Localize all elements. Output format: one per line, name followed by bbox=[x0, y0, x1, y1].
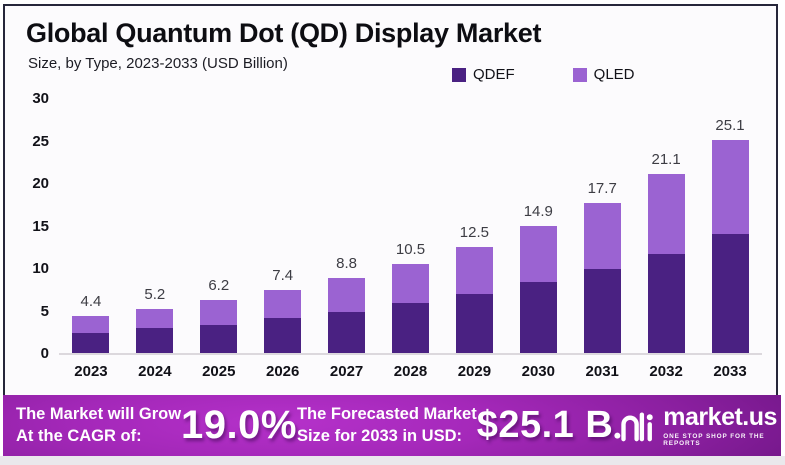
legend-item-qdef: QDEF bbox=[452, 66, 515, 83]
bottom-strip bbox=[0, 456, 785, 465]
legend-item-qled: QLED bbox=[572, 66, 635, 83]
qdef-swatch-icon bbox=[452, 67, 466, 82]
x-axis-label-2024: 2024 bbox=[138, 363, 172, 380]
chart-legend: QDEF QLED bbox=[452, 66, 635, 83]
y-tick-15: 15 bbox=[32, 217, 49, 235]
bar-segment-qled-2032 bbox=[647, 173, 685, 254]
bars-area: 4.4 2023 5.2 2024 6.2 2025 7.4 2026 8.8 2027 10.5 2… bbox=[59, 98, 762, 380]
x-axis-label-2027: 2027 bbox=[329, 363, 364, 380]
bar-total-label-2026: 7.4 bbox=[272, 267, 294, 285]
bar-segment-qled-2031 bbox=[583, 202, 621, 269]
bar-segment-qled-2029 bbox=[455, 246, 493, 294]
cagr-label: The Market will Grow At the CAGR of: bbox=[16, 404, 181, 446]
bar-total-label-2030: 14.9 bbox=[523, 203, 553, 221]
forecast-value: $25.1 B bbox=[476, 404, 614, 446]
bar-column-2027: 8.8 2027 bbox=[315, 98, 379, 380]
bar-segment-qdef-2031 bbox=[583, 268, 621, 353]
chart-panel: Global Quantum Dot (QD) Display Market S… bbox=[3, 4, 778, 395]
y-tick-10: 10 bbox=[32, 260, 49, 277]
forecast-label-line2: Size for 2033 in USD: bbox=[296, 426, 463, 445]
bar-column-2032: 21.1 2032 bbox=[634, 98, 698, 380]
cagr-value: 19.0% bbox=[181, 403, 297, 447]
footer-banner: The Market will Grow At the CAGR of: 19.… bbox=[3, 395, 781, 456]
forecast-label-line1: The Forecasted Market bbox=[296, 405, 477, 424]
bar-total-label-2033: 25.1 bbox=[715, 116, 745, 134]
bar-segment-qled-2030 bbox=[519, 226, 557, 283]
legend-label-qdef: QDEF bbox=[473, 66, 515, 83]
x-axis-label-2028: 2028 bbox=[393, 363, 428, 380]
bar-segment-qdef-2024 bbox=[136, 328, 174, 353]
market-us-logo-icon bbox=[614, 411, 654, 441]
y-tick-30: 30 bbox=[32, 90, 49, 107]
bar-segment-qdef-2032 bbox=[647, 253, 685, 353]
x-axis-label-2029: 2029 bbox=[457, 363, 492, 380]
bar-column-2030: 14.9 2030 bbox=[506, 98, 570, 380]
bar-segment-qdef-2025 bbox=[200, 324, 238, 353]
bar-column-2024: 5.2 2024 bbox=[123, 98, 187, 380]
bar-segment-qled-2027 bbox=[328, 278, 366, 313]
x-axis-label-2031: 2031 bbox=[585, 363, 619, 380]
cagr-label-line1: The Market will Grow bbox=[16, 405, 182, 424]
bar-segment-qdef-2033 bbox=[711, 234, 749, 353]
bar-total-label-2027: 8.8 bbox=[336, 255, 357, 273]
bar-segment-qled-2024 bbox=[136, 308, 174, 329]
legend-label-qled: QLED bbox=[593, 66, 635, 83]
bar-segment-qled-2026 bbox=[264, 290, 302, 319]
market-us-logo: market.us ONE STOP SHOP FOR THE REPORTS bbox=[613, 402, 777, 447]
bar-total-label-2029: 12.5 bbox=[459, 223, 489, 241]
logo-tagline: ONE STOP SHOP FOR THE REPORTS bbox=[663, 432, 765, 447]
bar-column-2026: 7.4 2026 bbox=[251, 98, 315, 380]
bar-column-2028: 10.5 2028 bbox=[379, 98, 443, 380]
bar-segment-qdef-2028 bbox=[391, 302, 429, 353]
bar-segment-qdef-2026 bbox=[264, 318, 302, 353]
plot-area: 30 25 20 15 10 5 0 4.4 2023 5.2 2024 6.2 2025 7.4 202… bbox=[23, 90, 762, 380]
bar-total-label-2024: 5.2 bbox=[144, 285, 166, 303]
bar-column-2033: 25.1 2033 bbox=[698, 98, 762, 380]
bar-total-label-2032: 21.1 bbox=[651, 150, 681, 168]
x-axis-label-2026: 2026 bbox=[265, 363, 300, 380]
bar-column-2025: 6.2 2025 bbox=[187, 98, 251, 380]
bar-segment-qdef-2030 bbox=[519, 282, 557, 353]
bar-segment-qdef-2023 bbox=[72, 332, 110, 353]
bar-total-label-2023: 4.4 bbox=[80, 292, 102, 310]
bar-column-2031: 17.7 2031 bbox=[570, 98, 634, 380]
qled-swatch-icon bbox=[572, 67, 587, 82]
page-title: Global Quantum Dot (QD) Display Market bbox=[26, 18, 542, 48]
bar-segment-qled-2023 bbox=[72, 315, 110, 333]
bar-segment-qdef-2027 bbox=[328, 312, 366, 353]
bar-total-label-2028: 10.5 bbox=[395, 240, 426, 258]
cagr-label-line2: At the CAGR of: bbox=[16, 426, 142, 445]
bar-segment-qdef-2029 bbox=[455, 293, 493, 353]
y-tick-0: 0 bbox=[40, 345, 49, 362]
bar-column-2029: 12.5 2029 bbox=[442, 98, 506, 380]
x-axis-label-2032: 2032 bbox=[649, 363, 683, 380]
bar-column-2023: 4.4 2023 bbox=[59, 98, 123, 380]
y-axis: 30 25 20 15 10 5 0 bbox=[23, 90, 59, 362]
y-tick-20: 20 bbox=[32, 175, 49, 192]
x-axis-label-2030: 2030 bbox=[521, 363, 555, 380]
x-axis-label-2033: 2033 bbox=[713, 363, 747, 380]
logo-text: market.us bbox=[663, 402, 777, 431]
bar-total-label-2025: 6.2 bbox=[208, 277, 230, 295]
y-tick-25: 25 bbox=[32, 132, 49, 150]
y-tick-5: 5 bbox=[40, 302, 49, 320]
bar-segment-qled-2025 bbox=[200, 300, 238, 325]
x-axis-label-2023: 2023 bbox=[74, 363, 108, 380]
x-axis-label-2025: 2025 bbox=[202, 363, 236, 380]
bar-segment-qled-2028 bbox=[391, 263, 429, 303]
chart-subtitle: Size, by Type, 2023-2033 (USD Billion) bbox=[28, 55, 288, 72]
forecast-label: The Forecasted Market Size for 2033 in U… bbox=[297, 404, 477, 446]
bar-segment-qled-2033 bbox=[711, 139, 749, 234]
bar-total-label-2031: 17.7 bbox=[587, 179, 617, 197]
